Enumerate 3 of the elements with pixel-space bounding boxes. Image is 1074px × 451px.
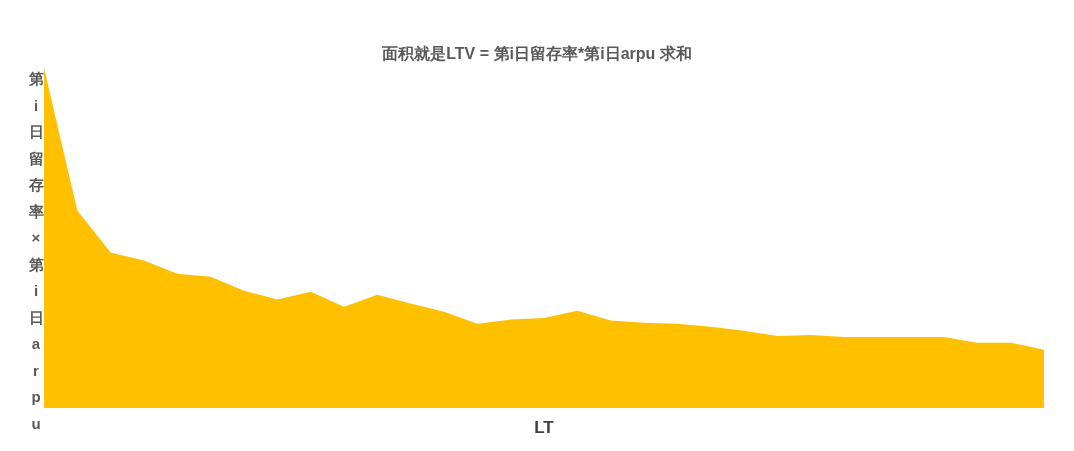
text: 第i日留存率×第i日arpu	[28, 70, 44, 432]
chart-title: 面积就是LTV = 第i日留存率*第i日arpu 求和	[381, 44, 693, 64]
x-axis-title: LT	[533, 418, 555, 438]
